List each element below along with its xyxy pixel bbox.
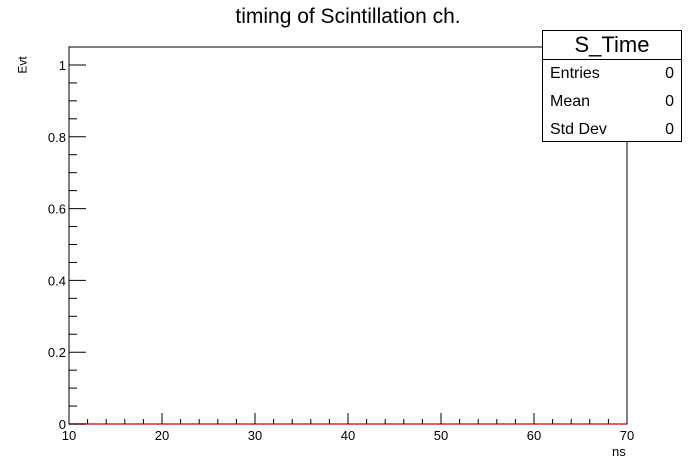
- stats-value: 0: [665, 93, 674, 110]
- stats-row-stddev: Std Dev 0: [543, 116, 681, 144]
- x-tick-label: 20: [155, 428, 169, 443]
- x-axis-label: ns: [612, 444, 626, 459]
- y-tick-label: 0.4: [48, 273, 66, 288]
- stats-box-title: S_Time: [543, 31, 681, 60]
- stats-value: 0: [665, 121, 674, 138]
- y-tick-label: 0.6: [48, 202, 66, 217]
- x-tick-label: 30: [248, 428, 262, 443]
- stats-box: S_Time Entries 0 Mean 0 Std Dev 0: [542, 30, 682, 142]
- x-tick-label: 70: [620, 428, 634, 443]
- y-tick-label: 0: [59, 417, 66, 432]
- x-tick-label: 40: [341, 428, 355, 443]
- stats-label: Mean: [550, 93, 591, 110]
- stats-row-entries: Entries 0: [543, 60, 681, 88]
- x-tick-label: 10: [62, 428, 76, 443]
- y-tick-label: 0.8: [48, 130, 66, 145]
- stats-value: 0: [665, 65, 674, 82]
- x-tick-label: 50: [434, 428, 448, 443]
- stats-row-mean: Mean 0: [543, 88, 681, 116]
- y-tick-label: 0.2: [48, 345, 66, 360]
- chart-title: timing of Scintillation ch.: [235, 5, 461, 28]
- x-tick-label: 60: [527, 428, 541, 443]
- stats-label: Std Dev: [550, 121, 607, 138]
- stats-label: Entries: [550, 65, 600, 82]
- y-tick-label: 1: [59, 58, 66, 73]
